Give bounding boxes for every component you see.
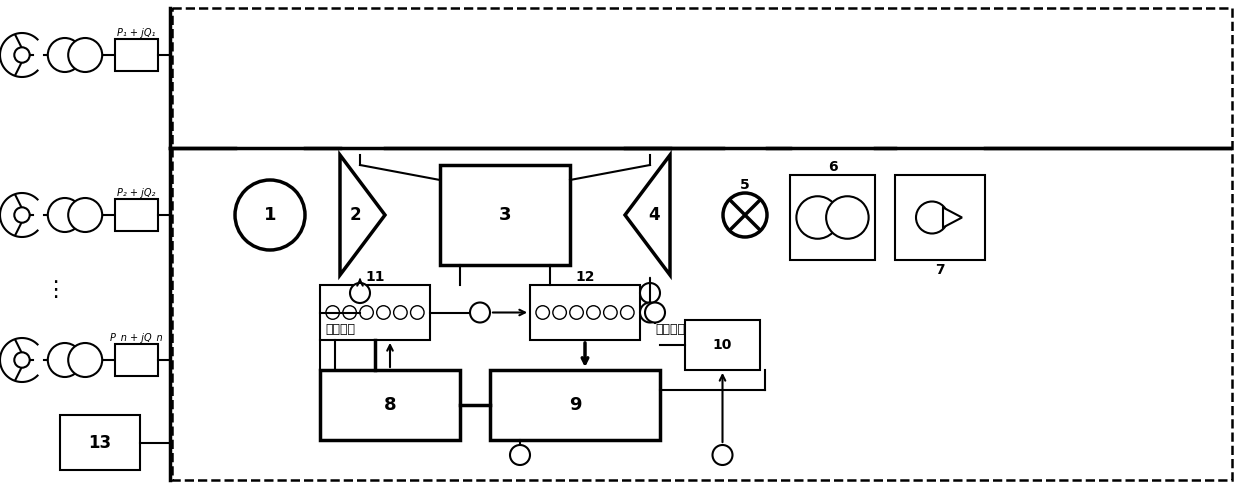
Text: 3: 3	[498, 206, 511, 224]
Text: 6: 6	[827, 160, 837, 174]
Text: 2: 2	[350, 206, 362, 224]
Bar	[440, 165, 570, 265]
Circle shape	[15, 353, 30, 368]
Bar	[60, 415, 140, 470]
Bar	[320, 285, 430, 340]
Text: 9: 9	[569, 396, 582, 414]
Bar	[790, 175, 875, 260]
Bar	[320, 370, 460, 440]
Text: 4: 4	[649, 206, 660, 224]
Circle shape	[15, 47, 30, 63]
Circle shape	[640, 283, 660, 303]
Bar	[172, 8, 1233, 480]
Text: P₁ + jQ₁: P₁ + jQ₁	[117, 28, 155, 38]
Circle shape	[68, 38, 102, 72]
Bar	[684, 320, 760, 370]
Bar	[115, 344, 157, 376]
Circle shape	[236, 180, 305, 250]
Polygon shape	[942, 208, 962, 227]
Text: 空气入口: 空气入口	[325, 323, 355, 336]
Bar	[115, 199, 157, 231]
Circle shape	[713, 445, 733, 465]
Text: ⋮: ⋮	[43, 280, 66, 300]
Text: 11: 11	[366, 270, 384, 284]
Text: 12: 12	[575, 270, 595, 284]
Polygon shape	[625, 155, 670, 275]
Bar	[115, 39, 157, 71]
Circle shape	[350, 283, 370, 303]
Text: P₂ + jQ₂: P₂ + jQ₂	[117, 188, 155, 198]
Circle shape	[68, 343, 102, 377]
Circle shape	[640, 302, 660, 323]
Circle shape	[15, 207, 30, 223]
Bar	[895, 175, 985, 260]
Circle shape	[796, 196, 839, 239]
Bar	[490, 370, 660, 440]
Text: 1: 1	[264, 206, 277, 224]
Text: P_n + jQ_n: P_n + jQ_n	[109, 332, 162, 343]
Circle shape	[48, 38, 82, 72]
Text: 8: 8	[383, 396, 397, 414]
Text: 空气出口: 空气出口	[655, 323, 684, 336]
Circle shape	[68, 198, 102, 232]
Polygon shape	[340, 155, 384, 275]
Text: 13: 13	[88, 434, 112, 452]
Circle shape	[826, 196, 869, 239]
Text: 5: 5	[740, 178, 750, 192]
Circle shape	[510, 445, 529, 465]
Circle shape	[645, 302, 665, 323]
Circle shape	[723, 193, 768, 237]
Circle shape	[48, 198, 82, 232]
Text: 7: 7	[935, 263, 945, 277]
Circle shape	[48, 343, 82, 377]
Text: 10: 10	[713, 338, 732, 352]
Circle shape	[470, 302, 490, 323]
Circle shape	[916, 201, 949, 234]
Bar	[529, 285, 640, 340]
